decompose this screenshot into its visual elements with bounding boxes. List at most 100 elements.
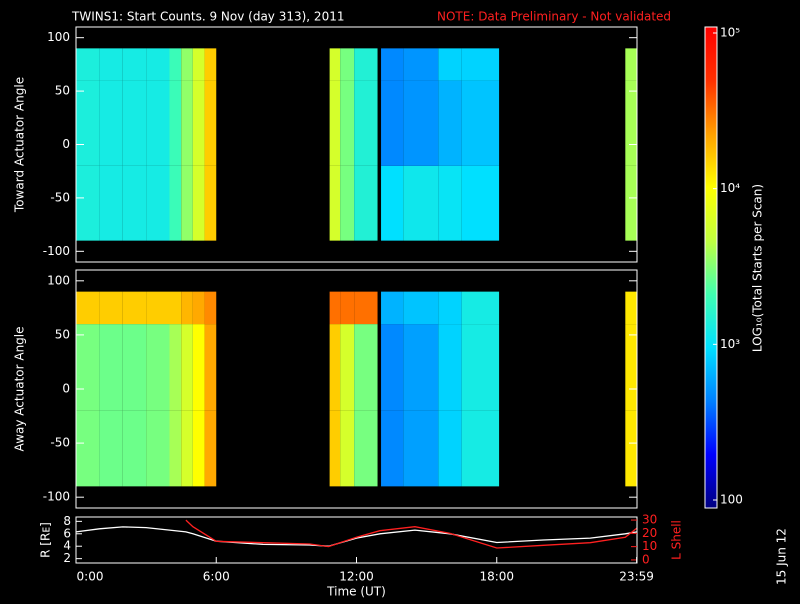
heatmap-cell [181,324,193,411]
heatmap-cell [403,291,439,325]
heatmap-cell [76,291,100,325]
heatmap-cell [204,410,217,487]
y-tick-label: 4 [63,539,71,553]
heatmap-cell [122,80,147,166]
heatmap-cell [146,291,170,325]
heatmap-cell [438,165,462,241]
heatmap-cell [122,291,147,325]
heatmap-cell [438,410,462,487]
y-tick-label: 0 [62,137,70,151]
x-tick-label: 6:00 [203,570,230,584]
y-tick-label: -100 [43,490,70,504]
heatmap-cell [461,48,500,81]
series-line [76,526,637,547]
heatmap-cell [146,410,170,487]
y-tick-label: 0 [62,382,70,396]
heatmap-cell [354,48,378,81]
heatmap-cell [354,324,378,411]
heatmap-cell [625,410,637,487]
heatmap-cell [461,410,500,487]
y-tick-label: 8 [63,514,71,528]
heatmap-cell [122,48,147,81]
heatmap-cell [192,48,205,81]
series-line [185,519,637,549]
y-tick-label: -100 [43,244,70,258]
heatmap-cell [76,324,100,411]
y2-tick-label: 30 [642,513,657,527]
heatmap-cell [403,80,439,166]
heatmap-cell [625,48,637,81]
heatmap-cell [625,324,637,411]
heatmap-cell [625,80,637,166]
heatmap-cell [381,48,404,81]
heatmap-cell [181,410,193,487]
heatmap-cell [169,410,182,487]
y2-tick-label: 10 [642,539,657,553]
colorbar-tick-label: 10⁵ [720,26,740,40]
heatmap-cell [329,165,341,241]
heatmap-cell [122,165,147,241]
y-tick-label: 100 [47,273,70,287]
heatmap-cell [76,410,100,487]
heatmap-cell [340,165,355,241]
heatmap-cell [461,80,500,166]
x-tick-label: 23:59 [619,570,654,584]
heatmap-cell [204,165,217,241]
y-tick-label: 100 [47,30,70,44]
heatmap-cell [76,165,100,241]
y-tick-label: -50 [50,190,70,204]
heatmap-cell [99,324,123,411]
heatmap-cell [381,291,404,325]
heatmap-cell [146,165,170,241]
panel-frame [75,269,638,509]
heatmap-cell [403,410,439,487]
chart-title: TWINS1: Start Counts. 9 Nov (day 313), 2… [71,10,344,24]
heatmap-cell [329,80,341,166]
heatmap-cell [99,165,123,241]
heatmap-cell [181,48,193,81]
heatmap-cell [329,48,341,81]
heatmap-cell [169,324,182,411]
y-tick-label: 2 [63,551,71,565]
heatmap-cell [354,165,378,241]
y-tick-label: 6 [63,526,71,540]
heatmap-cell [461,291,500,325]
heatmap-cell [99,410,123,487]
heatmap-cell [204,324,217,411]
heatmap-cell [354,80,378,166]
heatmap-cell [381,410,404,487]
heatmap-cell [146,324,170,411]
heatmap-cell [329,410,341,487]
heatmap-cell [381,80,404,166]
heatmap-cell [76,80,100,166]
note: NOTE: Data Preliminary - Not validated [437,10,671,24]
x-tick-label: 18:00 [479,570,514,584]
heatmap-cell [381,324,404,411]
colorbar-tick-label: 10³ [720,337,740,351]
heatmap-cell [329,324,341,411]
heatmap-cell [192,80,205,166]
heatmap-cell [625,165,637,241]
date-stamp: 15 Jun 12 [775,528,789,585]
panel-frame [75,26,638,263]
heatmap-cell [329,291,341,325]
y-tick-label: -50 [50,436,70,450]
heatmap-cell [438,48,462,81]
heatmap-cell [438,291,462,325]
heatmap-cell [403,324,439,411]
heatmap-cell [204,291,217,325]
heatmap-cell [181,291,193,325]
heatmap-cell [99,48,123,81]
heatmap-cell [99,80,123,166]
heatmap-cell [204,48,217,81]
heatmap-cell [122,324,147,411]
heatmap-cell [192,324,205,411]
y-tick-label: 50 [55,84,70,98]
heatmap-cell [146,80,170,166]
y-tick-label: 50 [55,327,70,341]
y-axis-label: Toward Actuator Angle [13,77,27,213]
heatmap-cell [625,291,637,325]
heatmap-cell [146,48,170,81]
